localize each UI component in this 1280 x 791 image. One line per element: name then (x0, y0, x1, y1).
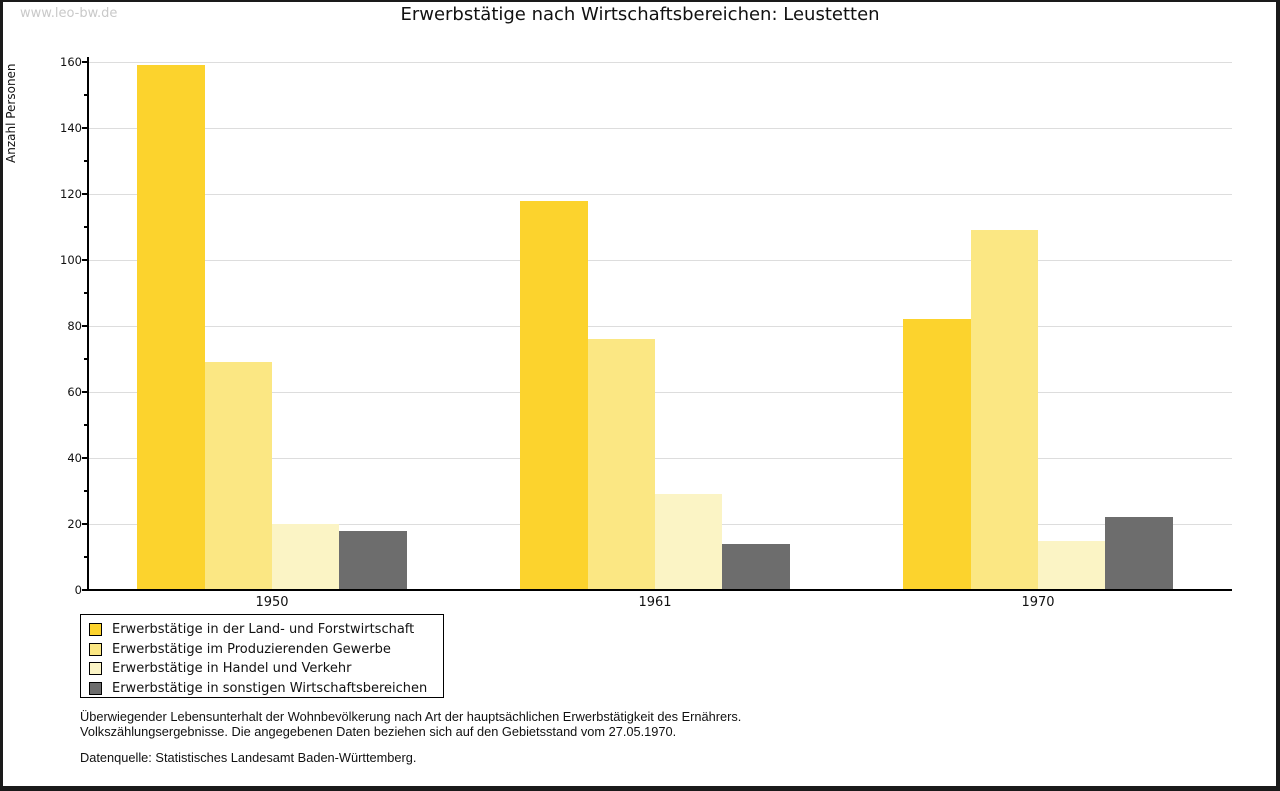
bar-1970-series-0 (903, 319, 971, 589)
bar-1961-series-3 (722, 543, 790, 589)
bar-1950-series-1 (204, 362, 272, 589)
y-tick-major-80 (82, 325, 88, 327)
y-tick-minor-70 (84, 358, 88, 360)
x-axis-line (88, 589, 1232, 591)
legend-item-land-forstwirtschaft: Erwerbstätige in der Land- und Forstwirt… (89, 620, 443, 640)
bar-1970-series-1 (970, 230, 1038, 589)
footnote-text: Überwiegender Lebensunterhalt der Wohnbe… (80, 709, 742, 739)
y-tick-major-160 (82, 61, 88, 63)
y-tick-label-60: 60 (67, 385, 82, 399)
y-tick-label-80: 80 (67, 319, 82, 333)
y-tick-minor-50 (84, 424, 88, 426)
bar-1970-series-2 (1038, 540, 1106, 589)
x-tick-label-1961: 1961 (638, 595, 672, 610)
bar-1950-series-2 (272, 524, 340, 589)
chart-title: Erwerbstätige nach Wirtschaftsbereichen:… (400, 4, 880, 25)
y-axis-line (87, 57, 89, 591)
y-tick-major-120 (82, 193, 88, 195)
y-tick-minor-90 (84, 292, 88, 294)
bar-1961-series-1 (587, 339, 655, 589)
y-tick-label-160: 160 (60, 55, 82, 69)
legend-swatch-produzierendes-gewerbe (89, 642, 102, 656)
legend-swatch-handel-verkehr (89, 662, 102, 676)
bar-1970-series-3 (1105, 517, 1173, 589)
y-tick-label-0: 0 (74, 583, 82, 597)
legend-swatch-sonstige-wirtschaftsbereiche (89, 681, 102, 695)
gridline-100 (88, 259, 1232, 261)
y-tick-label-140: 140 (60, 121, 82, 135)
y-tick-label-20: 20 (67, 517, 82, 531)
watermark: www.leo-bw.de (20, 6, 118, 21)
footnote-line-1: Überwiegender Lebensunterhalt der Wohnbe… (80, 709, 742, 724)
y-tick-major-140 (82, 127, 88, 129)
y-tick-label-120: 120 (60, 187, 82, 201)
legend-item-handel-verkehr: Erwerbstätige in Handel und Verkehr (89, 659, 443, 679)
legend-label: Erwerbstätige in der Land- und Forstwirt… (112, 622, 415, 638)
gridline-80 (88, 325, 1232, 327)
legend-item-produzierendes-gewerbe: Erwerbstätige im Produzierenden Gewerbe (89, 640, 443, 660)
legend-label: Erwerbstätige in Handel und Verkehr (112, 661, 352, 677)
legend-label: Erwerbstätige in sonstigen Wirtschaftsbe… (112, 680, 428, 696)
footnote-line-2: Volkszählungsergebnisse. Die angegebenen… (80, 723, 677, 739)
x-tick-label-1950: 1950 (255, 595, 289, 610)
y-tick-major-100 (82, 259, 88, 261)
bar-1961-series-2 (655, 494, 723, 589)
gridline-160 (88, 61, 1232, 63)
legend-label: Erwerbstätige im Produzierenden Gewerbe (112, 641, 391, 657)
bar-1950-series-0 (137, 65, 205, 589)
bar-1961-series-0 (520, 200, 588, 589)
y-tick-minor-130 (84, 160, 88, 162)
gridline-40 (88, 457, 1232, 459)
gridline-120 (88, 193, 1232, 195)
legend-swatch-land-forstwirtschaft (89, 623, 102, 637)
y-tick-minor-150 (84, 94, 88, 96)
data-source-line: Datenquelle: Statistisches Landesamt Bad… (80, 750, 417, 765)
y-tick-minor-30 (84, 490, 88, 492)
gridline-60 (88, 391, 1232, 393)
y-tick-major-60 (82, 391, 88, 393)
bar-1950-series-3 (339, 530, 407, 589)
x-tick-label-1970: 1970 (1021, 595, 1055, 610)
y-tick-label-100: 100 (60, 253, 82, 267)
y-tick-major-0 (82, 589, 88, 591)
legend-box: Erwerbstätige in der Land- und Forstwirt… (80, 614, 444, 698)
legend-item-sonstige-wirtschaftsbereiche: Erwerbstätige in sonstigen Wirtschaftsbe… (89, 679, 443, 699)
y-tick-label-40: 40 (67, 451, 82, 465)
y-tick-major-40 (82, 457, 88, 459)
y-tick-major-20 (82, 523, 88, 525)
y-tick-minor-10 (84, 556, 88, 558)
gridline-140 (88, 127, 1232, 129)
y-tick-minor-110 (84, 226, 88, 228)
